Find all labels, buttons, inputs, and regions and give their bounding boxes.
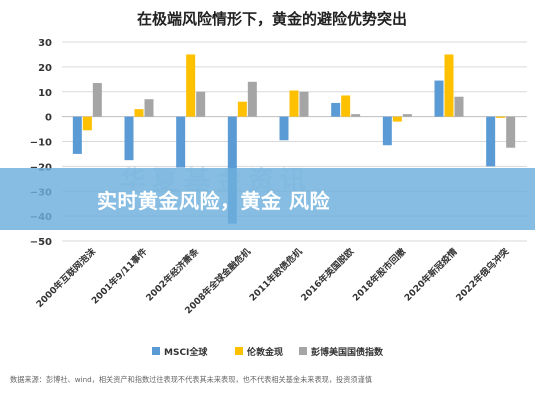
bar-6-0 — [382, 116, 392, 146]
bar-1-1 — [134, 109, 144, 117]
banner-title: 实时黄金风险，黄金 风险 — [97, 188, 330, 213]
chart-title: 在极端风险情形下，黄金的避险优势突出 — [137, 10, 407, 28]
bar-3-1 — [237, 101, 247, 117]
x-tick-label: 2011年欧债危机 — [247, 246, 305, 304]
y-tick-label: −50 — [30, 237, 52, 248]
x-tick-label: 2000年互联网泡沫 — [34, 245, 99, 310]
bar-5-2 — [351, 114, 361, 117]
bar-2-2 — [196, 91, 206, 117]
x-tick-label: 2022年俄乌冲突 — [453, 246, 511, 304]
legend-label: 伦敦金现 — [247, 346, 283, 358]
legend-swatch — [235, 347, 243, 355]
bar-6-2 — [402, 114, 412, 117]
bar-2-0 — [176, 116, 186, 168]
legend: MSCI全球 伦敦金现 彭博美国国债指数 — [152, 346, 384, 358]
y-tick-label: −10 — [30, 138, 52, 149]
bar-5-1 — [341, 95, 351, 117]
bar-4-0 — [279, 116, 289, 141]
x-tick-label: 2001年9/11事件 — [89, 246, 150, 307]
x-axis-labels: 2000年互联网泡沫2001年9/11事件2002年经济萧条2008年全球金融危… — [34, 245, 512, 316]
x-tick-label: 2016年英国脱欧 — [298, 246, 356, 304]
bar-1-2 — [144, 99, 154, 117]
legend-label: 彭博美国国债指数 — [311, 346, 384, 358]
source-note: 数据来源：彭博社、wind，相关资产和指数过往表现不代表其未来表现，也不代表相关… — [10, 375, 372, 384]
legend-swatch — [299, 347, 307, 355]
bar-7-0 — [434, 80, 444, 117]
bar-7-1 — [444, 54, 454, 117]
bar-1-0 — [124, 116, 134, 161]
bar-0-0 — [72, 116, 82, 154]
bar-5-0 — [331, 102, 341, 117]
y-tick-label: 30 — [38, 38, 52, 49]
x-tick-label: 2002年经济萧条 — [143, 245, 202, 304]
bar-8-0 — [486, 116, 496, 167]
bar-6-1 — [392, 116, 402, 122]
y-tick-label: 0 — [45, 113, 52, 124]
bar-4-2 — [299, 91, 309, 117]
x-tick-label: 2020年新冠疫情 — [402, 246, 460, 304]
bar-0-2 — [92, 83, 102, 117]
overlay-banner: 实时黄金风险，黄金 风险 — [0, 168, 535, 230]
x-tick-label: 2018年股市回撤 — [350, 246, 408, 304]
bar-2-1 — [186, 54, 196, 117]
bar-8-2 — [506, 116, 516, 148]
y-tick-label: 10 — [38, 88, 52, 99]
legend-swatch — [152, 347, 160, 355]
bar-7-2 — [454, 96, 464, 117]
y-tick-label: −20 — [30, 162, 52, 173]
legend-label: MSCI全球 — [164, 346, 208, 358]
bar-8-1 — [496, 116, 506, 118]
bar-4-1 — [289, 90, 299, 117]
bar-0-1 — [82, 116, 92, 131]
bar-3-2 — [247, 81, 257, 117]
y-tick-label: 20 — [38, 63, 52, 74]
